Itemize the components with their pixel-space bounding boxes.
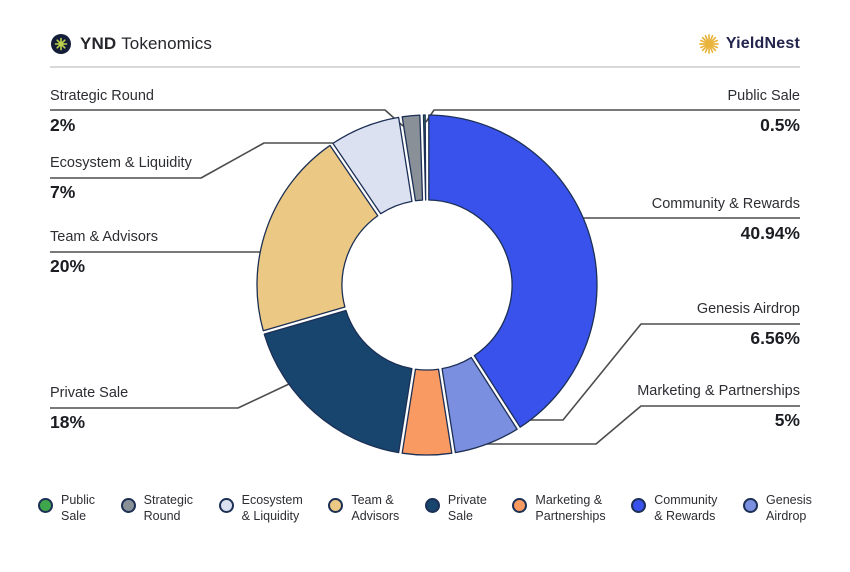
brand-group: YieldNest <box>698 33 800 55</box>
donut-segment-community-rewards <box>428 114 598 428</box>
legend-item-ecosystem-liquidity: Ecosystem & Liquidity <box>218 492 303 525</box>
legend-label: Strategic Round <box>143 493 193 524</box>
legend-label: Community & Rewards <box>654 493 718 524</box>
legend-dot-icon <box>38 498 53 513</box>
legend-label: Team & Advisors <box>351 493 400 524</box>
legend-label: Private Sale <box>447 493 487 524</box>
legend-item-public-sale: Public Sale <box>38 492 95 525</box>
brand-name: YieldNest <box>725 35 800 52</box>
header-title-group: YND Tokenomics <box>50 33 212 55</box>
page-title: YND Tokenomics <box>80 34 212 54</box>
legend-label: Ecosystem & Liquidity <box>241 493 303 524</box>
callout-label: Private Sale <box>50 385 129 401</box>
callout-value: 0.5% <box>760 115 800 135</box>
legend-label: Genesis Airdrop <box>766 493 812 524</box>
legend-item-private-sale: Private Sale <box>424 492 487 525</box>
legend-dot-icon <box>631 498 647 513</box>
header-divider <box>50 66 800 68</box>
callout-value: 18% <box>50 412 86 432</box>
callout-label: Genesis Airdrop <box>696 301 800 317</box>
legend-label: Public Sale <box>61 493 96 524</box>
leader-genesis-airdrop <box>524 323 800 421</box>
legend: Public Sale Strategic Round Ecosystem & Liqui… <box>38 492 812 525</box>
callout-value: 20% <box>50 256 86 276</box>
callout-value: 40.94% <box>740 223 800 243</box>
callout-public-sale: Public Sale 0.5% <box>727 88 800 136</box>
callout-team-advisors: Team & Advisors 20% <box>50 229 158 277</box>
callout-label: Ecosystem & Liquidity <box>50 155 192 171</box>
leader-private-sale <box>50 383 290 409</box>
donut-segment-marketing-partnerships <box>401 368 453 456</box>
legend-item-marketing-partnerships: Marketing & Partnerships <box>512 492 606 525</box>
callout-ecosystem-liquidity: Ecosystem & Liquidity 7% <box>50 155 192 203</box>
callout-label: Marketing & Partnerships <box>637 383 800 399</box>
donut-segment-strategic-round <box>401 114 424 202</box>
legend-label: Marketing & Partnerships <box>535 493 606 524</box>
donut-segment-genesis-airdrop <box>441 356 518 454</box>
donut-segment-private-sale <box>263 309 413 454</box>
callout-label: Strategic Round <box>50 88 154 104</box>
legend-dot-icon <box>218 498 234 513</box>
legend-item-community-rewards: Community & Rewards <box>631 492 717 525</box>
title-ticker: YND <box>80 34 117 53</box>
legend-item-strategic-round: Strategic Round <box>120 492 193 525</box>
legend-dot-icon <box>512 498 528 513</box>
header: YND Tokenomics YieldNest <box>50 28 800 60</box>
leader-marketing-partnerships <box>456 405 800 445</box>
callout-community-rewards: Community & Rewards 40.94% <box>652 196 800 244</box>
callout-private-sale: Private Sale 18% <box>50 385 128 433</box>
callout-label: Team & Advisors <box>50 229 158 245</box>
legend-dot-icon <box>328 498 344 513</box>
legend-dot-icon <box>743 498 759 513</box>
donut-segment-ecosystem-liquidity <box>332 116 413 215</box>
callout-value: 7% <box>50 182 76 202</box>
callout-value: 5% <box>774 410 800 430</box>
donut-segment-team-advisors <box>256 144 379 332</box>
callout-value: 2% <box>50 115 76 135</box>
callout-label: Public Sale <box>727 88 800 104</box>
starburst-icon <box>699 34 719 54</box>
legend-dot-icon <box>120 498 136 513</box>
ynd-coin-icon <box>51 34 71 54</box>
legend-item-genesis-airdrop: Genesis Airdrop <box>743 492 812 525</box>
callout-label: Community & Rewards <box>651 196 800 212</box>
callout-marketing-partnerships: Marketing & Partnerships 5% <box>637 383 800 431</box>
callout-genesis-airdrop: Genesis Airdrop 6.56% <box>697 301 800 349</box>
legend-item-team-advisors: Team & Advisors <box>328 492 399 525</box>
donut-segment-public-sale <box>422 114 427 201</box>
leader-ecosystem-liquidity <box>50 142 333 179</box>
callout-value: 6.56% <box>750 328 800 348</box>
title-rest: Tokenomics <box>121 34 212 53</box>
callout-strategic-round: Strategic Round 2% <box>50 88 154 136</box>
legend-dot-icon <box>424 498 440 513</box>
